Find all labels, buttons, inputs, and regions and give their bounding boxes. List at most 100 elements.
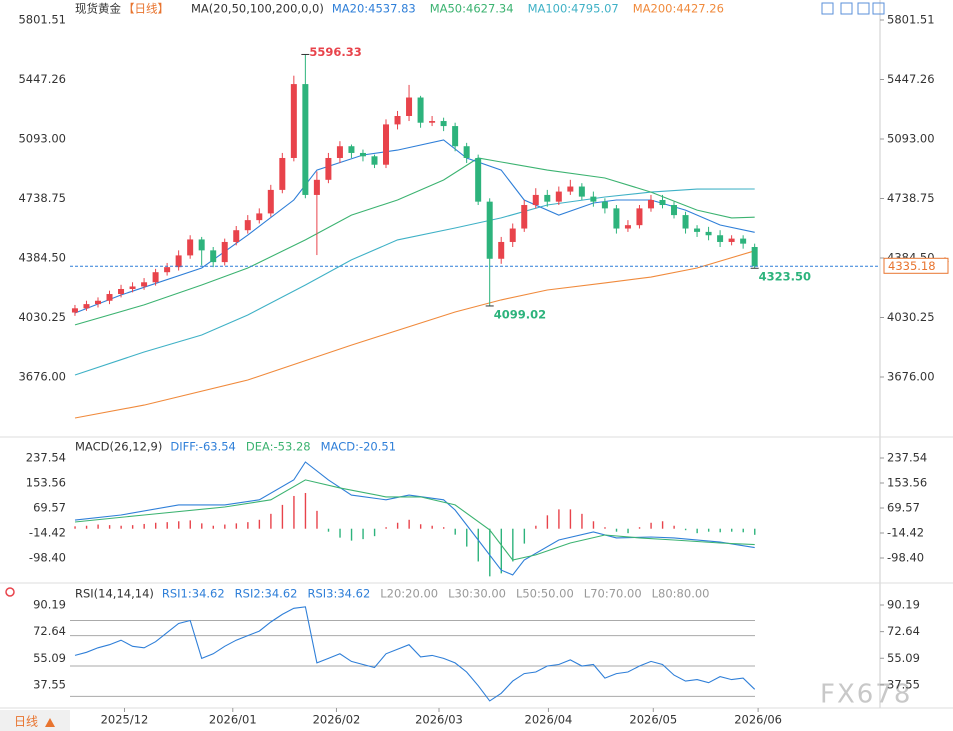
y-tick-label: 4738.75: [18, 191, 66, 205]
macd-bar: [454, 528, 456, 535]
icon-button[interactable]: [872, 2, 885, 15]
icon-button[interactable]: [840, 2, 853, 15]
candle-body: [394, 115, 401, 125]
y-tick-label: 153.56: [26, 475, 66, 489]
indicator-title: MACD(26,12,9): [75, 440, 162, 454]
candle-body: [371, 156, 378, 165]
macd-bar: [592, 521, 595, 529]
macd-bar: [178, 521, 180, 529]
period-arrow[interactable]: [45, 718, 55, 727]
icon-button[interactable]: [821, 2, 834, 15]
candle-body: [567, 186, 574, 192]
macd-bar: [466, 528, 468, 547]
legend-entry: L70:70.00: [584, 587, 642, 601]
y-tick-label: -14.42: [29, 526, 66, 540]
macd-bar: [719, 528, 721, 533]
toolbar-icons[interactable]: [821, 2, 885, 15]
macd-bar: [684, 528, 687, 531]
icon-button[interactable]: [857, 2, 870, 15]
last-price-box: [883, 257, 949, 274]
macd-bar: [615, 528, 618, 532]
candle-body: [279, 157, 286, 190]
macd-bar: [304, 492, 307, 529]
macd-bar: [500, 528, 503, 574]
candle-body: [440, 121, 447, 127]
x-tick-label: 2026/05: [629, 713, 677, 727]
macd-bar: [154, 522, 157, 529]
x-tick-label: 2026/03: [415, 713, 463, 727]
period-label[interactable]: 日线: [14, 715, 38, 729]
y-tick-label-right: 55.09: [887, 651, 920, 665]
candle-body: [336, 146, 343, 158]
candle-body: [221, 241, 228, 263]
candle-body: [290, 84, 297, 158]
candle-body: [152, 272, 159, 283]
macd-line: [74, 461, 755, 576]
candle-body: [647, 199, 654, 209]
legend-entry: L30:30.00: [448, 587, 506, 601]
macd-bar: [373, 528, 376, 537]
macd-bar: [604, 527, 606, 529]
y-tick-label: 4030.25: [18, 310, 66, 324]
candle-body: [636, 208, 643, 226]
macd-bar: [201, 523, 203, 529]
macd-bar: [189, 520, 191, 529]
y-tick-label-right: -14.42: [887, 526, 924, 540]
y-tick-label-right: 69.57: [887, 501, 920, 515]
y-tick-label-right: 3676.00: [887, 370, 935, 384]
macd-bar: [754, 528, 756, 535]
macd-bar: [431, 525, 433, 529]
macd-bar: [546, 515, 549, 529]
macd-bar: [131, 525, 134, 529]
settings-icon[interactable]: [5, 587, 15, 597]
macd-bar: [419, 524, 422, 529]
candle-body: [475, 157, 482, 202]
macd-bar: [581, 513, 583, 529]
candle-body: [694, 228, 701, 232]
macd-bar: [650, 522, 652, 529]
macd-bar: [523, 528, 526, 544]
macd-bar: [489, 528, 491, 577]
moving-average-line: [74, 250, 755, 419]
legend-entry: L50:50.00: [516, 587, 574, 601]
y-tick-label: 5093.00: [18, 132, 66, 146]
macd-bar: [362, 528, 364, 540]
candle-body: [624, 225, 631, 229]
legend-entry: MA50:4627.34: [430, 2, 514, 16]
y-tick-label: 55.09: [33, 651, 66, 665]
candle-body: [118, 288, 125, 295]
macd-bar: [385, 527, 387, 529]
x-tick-label: 2026/04: [525, 713, 573, 727]
macd-bar: [120, 525, 122, 529]
legend-entry: RSI3:34.62: [307, 587, 370, 601]
legend-entry: RSI1:34.62: [162, 587, 225, 601]
candle-body: [129, 286, 136, 289]
macd-line: [74, 479, 755, 561]
macd-bar: [235, 523, 238, 529]
rsi-line: [74, 606, 756, 702]
candle-body: [671, 205, 678, 216]
macd-bar: [327, 528, 330, 532]
legend-entry: DIFF:-63.54: [170, 440, 236, 454]
candle-body: [417, 97, 424, 123]
candle-body: [578, 186, 585, 197]
candle-body: [429, 121, 436, 123]
y-tick-label: 37.55: [33, 677, 66, 691]
macd-bar: [143, 523, 145, 529]
macd-bar: [443, 527, 445, 529]
macd-bar: [166, 522, 168, 529]
candle-body: [94, 300, 101, 305]
candle-body: [509, 228, 516, 242]
macd-bar: [742, 528, 744, 533]
legend-entry: L20:20.00: [380, 587, 438, 601]
candle-body: [187, 239, 194, 256]
candle-body: [682, 215, 689, 229]
y-tick-label-right: 5447.26: [887, 72, 935, 86]
y-tick-label-right: 5801.51: [887, 13, 935, 27]
macd-bar: [408, 519, 410, 529]
candle-body: [359, 152, 366, 157]
macd-bar: [350, 528, 353, 541]
candle-body: [498, 241, 505, 259]
